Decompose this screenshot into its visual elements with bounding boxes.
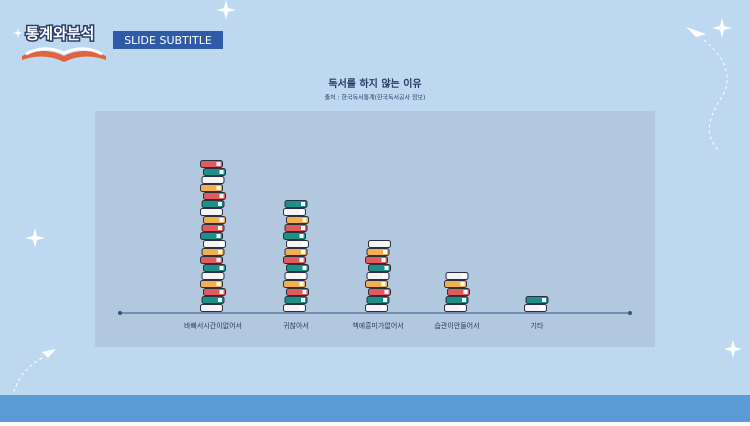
book-pages: [383, 298, 387, 302]
book-pages: [540, 306, 545, 310]
chart-subtitle: 출처 : 한국독서통계(한국독서공사 정보): [325, 94, 426, 102]
book-pages: [219, 194, 224, 198]
baseline-end: [628, 311, 632, 315]
book-pages: [216, 210, 221, 214]
x-tick-label: 책에흥미가없어서: [352, 321, 404, 330]
x-tick-label: 습관이안들어서: [434, 321, 479, 330]
book-pages: [218, 178, 222, 182]
book-pages: [216, 258, 221, 262]
book-pages: [384, 290, 389, 294]
book-pages: [462, 274, 466, 278]
book-pages: [299, 306, 304, 310]
baseline-end: [118, 311, 122, 315]
book-pages: [383, 250, 387, 254]
header-title: 통계와분석: [25, 25, 94, 43]
book-pages: [463, 290, 468, 294]
book-pages: [219, 266, 224, 270]
book-stack: [200, 160, 226, 312]
book-pages: [384, 266, 389, 270]
header-subtitle: SLIDE SUBTITLE: [124, 34, 212, 47]
book-pages: [302, 266, 307, 270]
book-pages: [381, 282, 386, 286]
book-icon: [22, 47, 106, 62]
book-stack: [283, 200, 309, 312]
book-pages: [302, 242, 307, 246]
book-pages: [219, 218, 224, 222]
book-pages: [216, 186, 221, 190]
book-pages: [462, 298, 466, 302]
x-tick-label: 기타: [531, 321, 544, 330]
book-pages: [218, 298, 222, 302]
book-pages: [299, 234, 304, 238]
book-pages: [216, 306, 221, 310]
x-tick-label: 바빠서시간이없어서: [184, 321, 242, 330]
book-pages: [301, 226, 305, 230]
book-pages: [381, 258, 386, 262]
book-pages: [216, 162, 221, 166]
book-pages: [384, 242, 389, 246]
book-pages: [299, 210, 304, 214]
book-pages: [218, 226, 222, 230]
book-pages: [301, 202, 305, 206]
x-tick-label: 귀찮아서: [283, 321, 309, 330]
book-pages: [218, 202, 222, 206]
book-pages: [381, 306, 386, 310]
book-pages: [299, 282, 304, 286]
chart-title: 독서를 하지 않는 이유: [328, 77, 421, 90]
book-pages: [219, 170, 224, 174]
book-stack: [365, 240, 391, 312]
book-stack: [444, 272, 470, 312]
book-stack: [524, 296, 549, 312]
book-pages: [302, 290, 307, 294]
book-pages: [301, 274, 305, 278]
sparkles: [13, 0, 742, 358]
book-pages: [218, 250, 222, 254]
bottom-band: [0, 395, 750, 422]
book-pages: [299, 258, 304, 262]
book-pages: [383, 274, 387, 278]
book-pages: [216, 282, 221, 286]
book-pages: [219, 290, 224, 294]
book-pages: [302, 218, 307, 222]
book-pages: [301, 298, 305, 302]
book-pages: [219, 242, 224, 246]
book-pages: [542, 298, 546, 302]
book-pages: [301, 250, 305, 254]
subtitle-box: [113, 31, 223, 49]
book-pages: [216, 234, 221, 238]
paper-planes: [13, 27, 728, 393]
book-pages: [460, 306, 465, 310]
book-pages: [218, 274, 222, 278]
book-pages: [460, 282, 465, 286]
